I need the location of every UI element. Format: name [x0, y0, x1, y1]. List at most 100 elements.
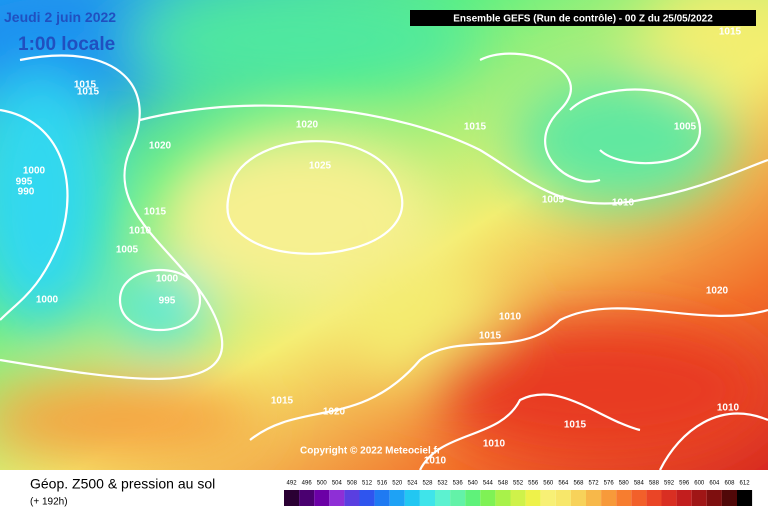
legend-swatch [631, 490, 647, 506]
isobar-label: 1000 [156, 274, 179, 285]
isobar-label: 995 [159, 296, 176, 307]
legend-value: 528 [422, 481, 433, 487]
legend-value: 588 [649, 481, 660, 487]
isobar-label: 1015 [564, 420, 587, 431]
isobar-label: 1015 [719, 27, 742, 38]
legend-value: 612 [740, 481, 751, 487]
legend-value: 520 [392, 481, 403, 487]
footer-lead: (+ 192h) [30, 497, 68, 508]
isobar-label: 1010 [499, 312, 522, 323]
legend-swatch [495, 490, 511, 506]
map-field [0, 0, 768, 471]
legend-value: 548 [498, 481, 509, 487]
legend-swatch [435, 490, 451, 506]
legend-swatch [465, 490, 481, 506]
isobar-label: 990 [18, 187, 35, 198]
legend-swatch [676, 490, 692, 506]
isobar-label: 1010 [483, 439, 506, 450]
legend-value: 572 [589, 481, 600, 487]
isobar-label: 1025 [309, 161, 332, 172]
legend-value: 608 [724, 481, 735, 487]
isobar-label: 1015 [479, 331, 502, 342]
legend-value: 560 [543, 481, 554, 487]
isobar-label: 1010 [424, 456, 447, 467]
legend-value: 508 [347, 481, 358, 487]
legend-swatch [344, 490, 360, 506]
legend-value: 584 [634, 481, 645, 487]
isobar-label: 1000 [23, 166, 46, 177]
legend-swatch [450, 490, 466, 506]
legend-swatch [510, 490, 526, 506]
legend-swatch [404, 490, 420, 506]
legend-swatch [299, 490, 315, 506]
legend-swatch [616, 490, 632, 506]
legend-value: 524 [407, 481, 418, 487]
isobar-label: 1015 [144, 207, 167, 218]
legend-swatch [314, 490, 330, 506]
legend-swatch [284, 490, 300, 506]
isobar-label: 1010 [129, 226, 152, 237]
isobar-label: 995 [16, 177, 33, 188]
isobar-label: 1020 [323, 407, 346, 418]
legend-value: 592 [664, 481, 675, 487]
legend-value: 544 [483, 481, 494, 487]
legend-value: 564 [558, 481, 569, 487]
legend-swatch [480, 490, 496, 506]
legend-swatch [737, 490, 753, 506]
isobar-label: 1005 [542, 195, 565, 206]
isobar-label: 1015 [464, 122, 487, 133]
time-label: 1:00 locale [18, 34, 115, 55]
legend-value: 556 [528, 481, 539, 487]
legend-value: 552 [513, 481, 524, 487]
legend-swatch [419, 490, 435, 506]
legend-value: 492 [287, 481, 298, 487]
legend-value: 496 [302, 481, 313, 487]
legend-value: 576 [604, 481, 615, 487]
legend-value: 500 [317, 481, 328, 487]
isobar-label: 1015 [77, 87, 100, 98]
isobar-label: 1020 [296, 120, 319, 131]
legend-value: 540 [468, 481, 479, 487]
legend-swatch [661, 490, 677, 506]
legend-swatch [691, 490, 707, 506]
color-legend: 492 496 500 504 508 512 516 520 524 528 532 536 540 5… [284, 481, 753, 506]
footer-title: Géop. Z500 & pression au sol [30, 476, 215, 492]
legend-value: 536 [453, 481, 464, 487]
isobar-label: 1010 [717, 403, 740, 414]
legend-swatch [540, 490, 556, 506]
legend-swatch [555, 490, 571, 506]
legend-value: 516 [377, 481, 388, 487]
legend-swatch [646, 490, 662, 506]
legend-swatch [706, 490, 722, 506]
isobar-label: 1015 [74, 80, 97, 91]
legend-value: 504 [332, 481, 343, 487]
isobar-label: 1005 [674, 122, 697, 133]
legend-swatch [601, 490, 617, 506]
legend-value: 568 [573, 481, 584, 487]
legend-swatch [329, 490, 345, 506]
legend-value: 596 [679, 481, 690, 487]
run-label: Ensemble GEFS (Run de contrôle) - 00 Z d… [453, 14, 713, 25]
isobar-label: 1020 [149, 141, 172, 152]
run-box [410, 10, 756, 26]
legend-value: 604 [709, 481, 720, 487]
date-label: Jeudi 2 juin 2022 [4, 9, 116, 25]
legend-value: 512 [362, 481, 373, 487]
legend-value: 600 [694, 481, 705, 487]
isobar-label: 1010 [612, 198, 635, 209]
isobar-label: 1015 [271, 396, 294, 407]
legend-swatch [721, 490, 737, 506]
legend-swatch [570, 490, 586, 506]
isobar-label: 1005 [116, 245, 139, 256]
legend-swatch [374, 490, 390, 506]
legend-swatch [586, 490, 602, 506]
legend-swatch [359, 490, 375, 506]
legend-swatch [389, 490, 405, 506]
isobar-label: 1020 [706, 286, 729, 297]
copyright: Copyright © 2022 Meteociel.fr [300, 446, 441, 457]
isobar-label: 1000 [36, 295, 59, 306]
legend-value: 580 [619, 481, 630, 487]
legend-swatch [525, 490, 541, 506]
